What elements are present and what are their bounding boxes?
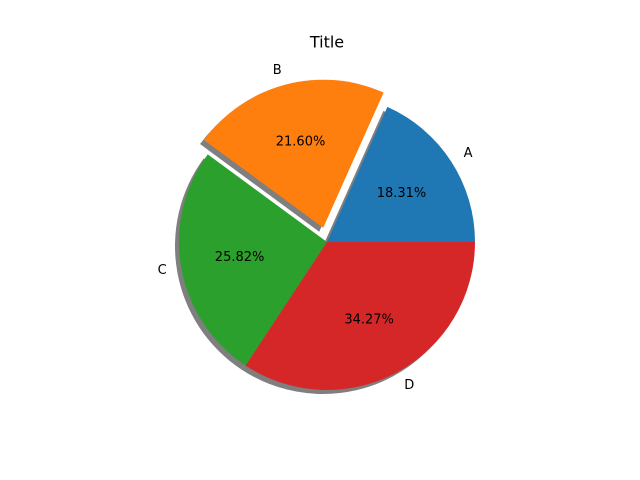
slice-label: C [158,263,167,278]
wedge [327,106,475,243]
wedge [203,79,384,228]
percent-label: 34.27% [344,313,394,328]
wedge [178,154,327,366]
percent-label: 25.82% [215,250,265,265]
chart-title: Title [309,33,344,52]
percent-label: 18.31% [377,186,427,201]
slice-label: D [404,378,414,393]
percent-label: 21.60% [276,134,326,149]
slice-label: A [464,146,473,161]
slice-label: B [273,63,282,78]
wedge [245,242,475,390]
